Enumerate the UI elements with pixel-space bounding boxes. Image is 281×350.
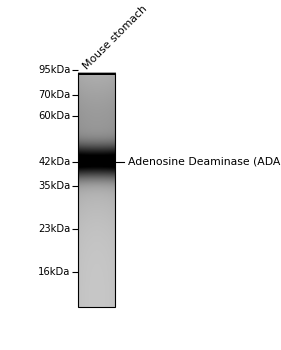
Bar: [78, 73, 115, 75]
Text: 60kDa: 60kDa: [38, 111, 71, 121]
Text: 35kDa: 35kDa: [38, 181, 71, 191]
Bar: [78, 73, 115, 307]
Text: Adenosine Deaminase (ADA): Adenosine Deaminase (ADA): [128, 157, 281, 167]
Text: 42kDa: 42kDa: [38, 157, 71, 167]
Text: 23kDa: 23kDa: [38, 224, 71, 234]
Text: 95kDa: 95kDa: [38, 65, 71, 75]
Text: 16kDa: 16kDa: [38, 267, 71, 278]
Text: Mouse stomach: Mouse stomach: [81, 4, 149, 71]
Text: 70kDa: 70kDa: [38, 90, 71, 99]
